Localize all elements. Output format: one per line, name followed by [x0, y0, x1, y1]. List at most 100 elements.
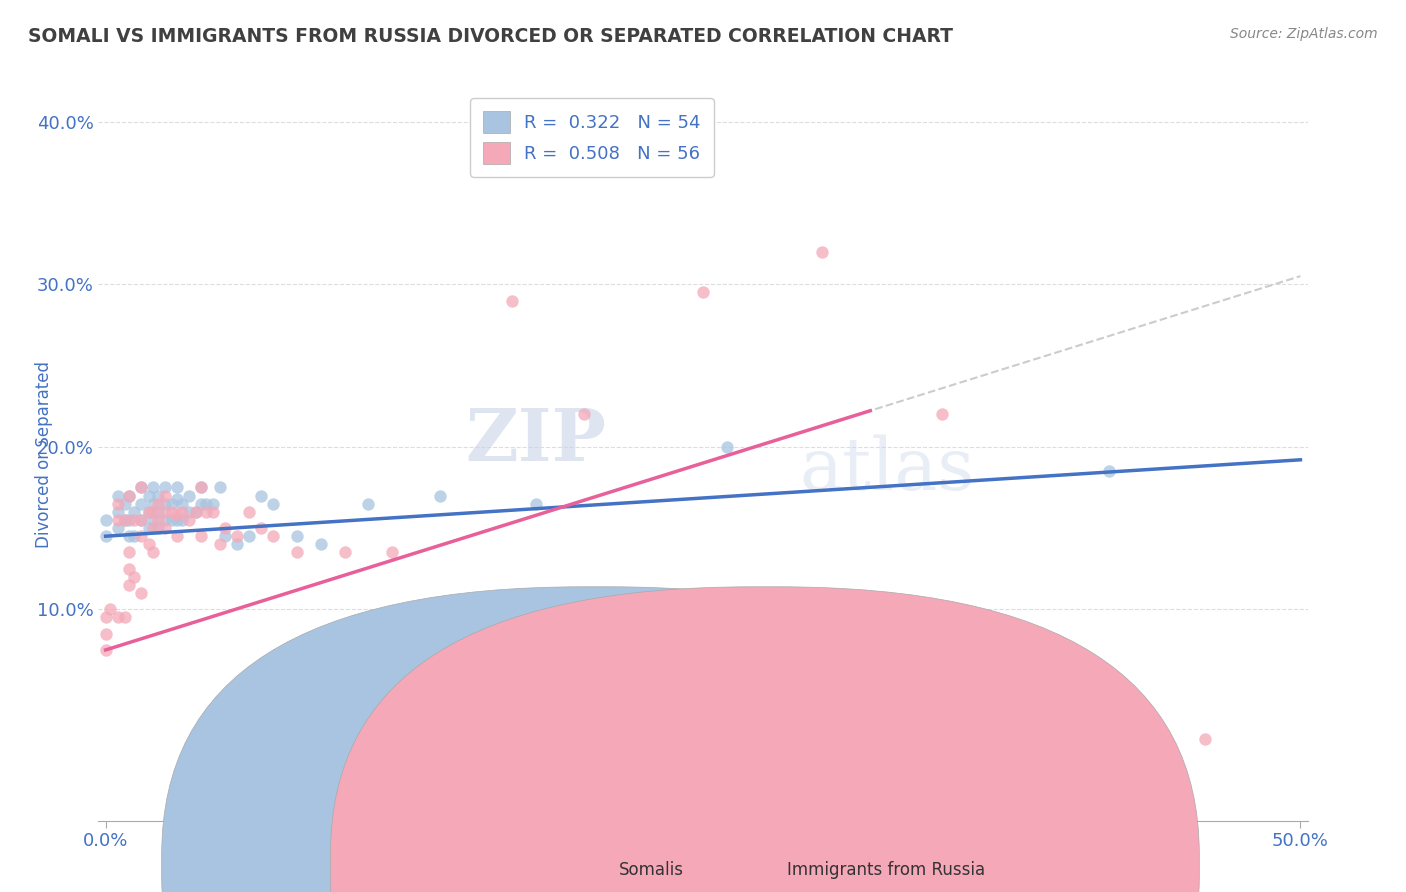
Text: atlas: atlas — [800, 434, 976, 505]
Point — [238, 505, 260, 519]
Point — [118, 489, 141, 503]
Point — [146, 489, 169, 503]
Point — [190, 480, 212, 494]
Point — [501, 293, 523, 308]
Point — [250, 521, 273, 535]
Point — [142, 513, 165, 527]
Legend: R =  0.322   N = 54, R =  0.508   N = 56: R = 0.322 N = 54, R = 0.508 N = 56 — [470, 98, 713, 177]
Point — [114, 497, 136, 511]
Point — [155, 489, 177, 503]
Point — [285, 545, 308, 559]
Point — [122, 505, 145, 519]
Point — [716, 440, 738, 454]
Point — [572, 407, 595, 421]
Point — [142, 497, 165, 511]
Text: ZIP: ZIP — [465, 405, 606, 475]
Point — [94, 643, 117, 657]
Point — [194, 505, 217, 519]
Point — [98, 602, 121, 616]
Text: Source: ZipAtlas.com: Source: ZipAtlas.com — [1230, 27, 1378, 41]
Point — [138, 489, 160, 503]
Point — [226, 537, 249, 551]
Point — [931, 407, 953, 421]
Point — [142, 521, 165, 535]
Point — [1194, 732, 1216, 747]
Point — [155, 480, 177, 494]
Point — [162, 513, 184, 527]
Point — [214, 529, 236, 543]
Point — [131, 513, 153, 527]
Text: Somalis: Somalis — [619, 861, 683, 879]
Point — [209, 537, 232, 551]
Text: Immigrants from Russia: Immigrants from Russia — [787, 861, 986, 879]
Point — [166, 491, 188, 506]
Point — [114, 610, 136, 624]
Point — [190, 497, 212, 511]
Point — [429, 489, 451, 503]
Point — [107, 521, 129, 535]
Point — [155, 521, 177, 535]
Point — [131, 529, 153, 543]
Point — [138, 521, 160, 535]
Point — [238, 529, 260, 543]
Point — [107, 497, 129, 511]
Point — [146, 521, 169, 535]
Point — [214, 521, 236, 535]
Point — [333, 545, 356, 559]
Point — [131, 497, 153, 511]
Point — [692, 285, 714, 300]
Point — [118, 513, 141, 527]
Point — [118, 529, 141, 543]
FancyBboxPatch shape — [330, 587, 1199, 892]
Point — [142, 505, 165, 519]
Point — [155, 497, 177, 511]
FancyBboxPatch shape — [162, 587, 1031, 892]
Point — [1074, 708, 1097, 723]
Point — [155, 513, 177, 527]
Point — [138, 505, 160, 519]
Point — [166, 480, 188, 494]
Point — [524, 497, 547, 511]
Point — [107, 610, 129, 624]
Point — [250, 489, 273, 503]
Point — [114, 513, 136, 527]
Point — [202, 497, 225, 511]
Point — [166, 508, 188, 522]
Point — [142, 545, 165, 559]
Point — [170, 513, 193, 527]
Point — [811, 244, 834, 259]
Point — [309, 537, 332, 551]
Point — [94, 529, 117, 543]
Point — [122, 513, 145, 527]
Point — [166, 513, 188, 527]
Point — [146, 513, 169, 527]
Point — [186, 505, 208, 519]
Point — [142, 480, 165, 494]
Point — [118, 489, 141, 503]
Point — [226, 529, 249, 543]
Point — [131, 480, 153, 494]
Point — [179, 505, 201, 519]
Point — [190, 529, 212, 543]
Point — [190, 480, 212, 494]
Point — [166, 529, 188, 543]
Text: SOMALI VS IMMIGRANTS FROM RUSSIA DIVORCED OR SEPARATED CORRELATION CHART: SOMALI VS IMMIGRANTS FROM RUSSIA DIVORCE… — [28, 27, 953, 45]
Point — [131, 586, 153, 600]
Point — [107, 489, 129, 503]
Point — [202, 505, 225, 519]
Point — [155, 505, 177, 519]
Point — [146, 497, 169, 511]
Point — [170, 505, 193, 519]
Point — [170, 497, 193, 511]
Point — [179, 489, 201, 503]
Point — [162, 497, 184, 511]
Point — [194, 497, 217, 511]
Point — [357, 497, 380, 511]
Point — [429, 635, 451, 649]
Point — [94, 626, 117, 640]
Point — [131, 480, 153, 494]
Point — [179, 513, 201, 527]
Point — [381, 545, 404, 559]
Point — [114, 513, 136, 527]
Point — [186, 505, 208, 519]
